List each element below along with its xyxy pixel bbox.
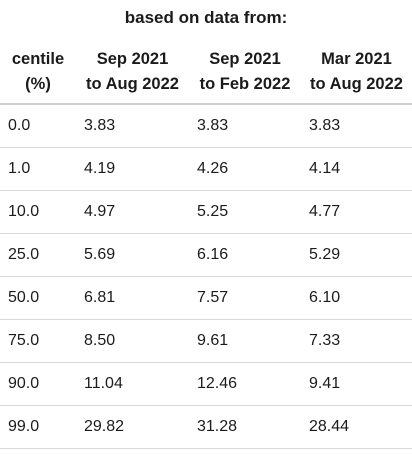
table-row: 90.0 11.04 12.46 9.41 [0,362,412,406]
header-period-1: Sep 2021 to Aug 2022 [76,44,189,105]
cell-value: 7.33 [301,319,412,363]
cell-centile: 0.0 [0,104,76,148]
cell-value: 4.26 [189,147,301,191]
centile-table: centile (%) Sep 2021 to Aug 2022 Sep 202… [0,44,412,449]
table-row: 0.0 3.83 3.83 3.83 [0,104,412,148]
cell-value: 5.25 [189,190,301,234]
cell-value: 12.46 [189,362,301,406]
header-centile-line2: (%) [25,75,51,93]
header-period-1-line1: Sep 2021 [96,50,169,68]
cell-value: 4.19 [76,147,189,191]
cell-value: 3.83 [189,104,301,148]
cell-value: 6.10 [301,276,412,320]
header-centile: centile (%) [0,44,76,105]
cell-value: 31.28 [189,405,301,449]
cell-centile: 10.0 [0,190,76,234]
cell-value: 4.77 [301,190,412,234]
cell-value: 7.57 [189,276,301,320]
header-centile-line1: centile [11,50,65,68]
header-period-3: Mar 2021 to Aug 2022 [301,44,412,105]
cell-value: 6.81 [76,276,189,320]
table-row: 75.0 8.50 9.61 7.33 [0,319,412,363]
cell-value: 3.83 [301,104,412,148]
cell-value: 29.82 [76,405,189,449]
header-period-3-line1: Mar 2021 [321,50,392,68]
header-period-2: Sep 2021 to Feb 2022 [189,44,301,105]
cell-value: 8.50 [76,319,189,363]
table-header: centile (%) Sep 2021 to Aug 2022 Sep 202… [0,44,412,105]
cell-value: 5.69 [76,233,189,277]
header-row: centile (%) Sep 2021 to Aug 2022 Sep 202… [0,44,412,105]
cell-centile: 25.0 [0,233,76,277]
header-period-1-line2: to Aug 2022 [86,75,179,93]
cell-value: 4.97 [76,190,189,234]
table-body: 0.0 3.83 3.83 3.83 1.0 4.19 4.26 4.14 10… [0,104,412,449]
cell-value: 9.41 [301,362,412,406]
cell-centile: 1.0 [0,147,76,191]
cell-value: 11.04 [76,362,189,406]
cell-value: 9.61 [189,319,301,363]
header-period-2-line1: Sep 2021 [209,50,281,68]
cell-value: 3.83 [76,104,189,148]
table-row: 50.0 6.81 7.57 6.10 [0,276,412,320]
cell-centile: 75.0 [0,319,76,363]
cell-value: 6.16 [189,233,301,277]
table-row: 25.0 5.69 6.16 5.29 [0,233,412,277]
table-row: 99.0 29.82 31.28 28.44 [0,405,412,449]
header-period-2-line2: to Feb 2022 [199,75,291,93]
table-row: 1.0 4.19 4.26 4.14 [0,147,412,191]
cell-centile: 99.0 [0,405,76,449]
header-period-3-line2: to Aug 2022 [310,75,403,93]
cell-value: 5.29 [301,233,412,277]
table-row: 10.0 4.97 5.25 4.77 [0,190,412,234]
cell-centile: 90.0 [0,362,76,406]
cell-value: 28.44 [301,405,412,449]
table-caption: based on data from: [124,8,288,27]
cell-centile: 50.0 [0,276,76,320]
cell-value: 4.14 [301,147,412,191]
